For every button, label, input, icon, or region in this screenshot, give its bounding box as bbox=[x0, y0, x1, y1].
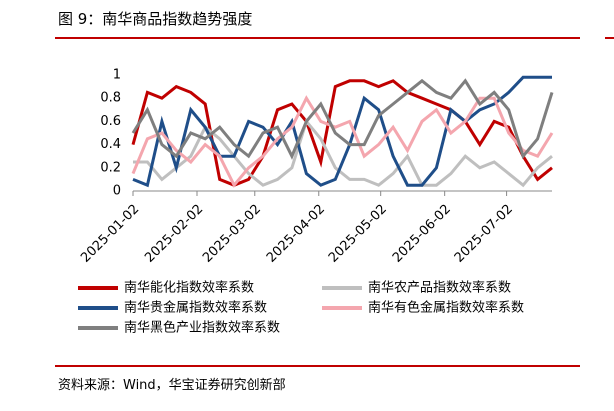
x-tick-label: 2025-06-02 bbox=[390, 202, 454, 266]
y-tick-label: 0 bbox=[113, 184, 121, 199]
legend-label: 南华有色金属指数效率系数 bbox=[368, 300, 524, 316]
y-tick-label: 0.4 bbox=[100, 137, 121, 152]
series-line bbox=[131, 95, 554, 188]
y-tick-label: 0.8 bbox=[100, 91, 121, 106]
legend-label: 南华黑色产业指数效率系数 bbox=[124, 320, 280, 336]
series-line bbox=[132, 75, 552, 188]
series-line bbox=[133, 118, 553, 188]
x-tick-label: 2025-04-02 bbox=[264, 202, 328, 266]
x-tick-label: 2025-01-02 bbox=[78, 202, 142, 266]
x-tick-label: 2025-05-02 bbox=[326, 202, 390, 266]
legend-label: 南华能化指数效率系数 bbox=[124, 280, 254, 296]
chart-title: 图 9：南华商品指数趋势强度 bbox=[58, 10, 252, 28]
series-line bbox=[131, 79, 553, 187]
y-tick-label: 0.6 bbox=[100, 114, 121, 129]
y-tick-label: 1 bbox=[113, 68, 121, 83]
legend-label: 南华贵金属指数效率系数 bbox=[124, 300, 267, 316]
legend-label: 南华农产品指数效率系数 bbox=[368, 280, 511, 296]
series-line bbox=[131, 78, 554, 160]
x-tick-label: 2025-02-02 bbox=[142, 202, 206, 266]
x-tick-label: 2025-03-02 bbox=[200, 202, 264, 266]
source-note: 资料来源：Wind，华宝证券研究创新部 bbox=[58, 377, 286, 393]
y-tick-label: 0.2 bbox=[100, 160, 121, 175]
x-tick-label: 2025-07-02 bbox=[452, 202, 516, 266]
